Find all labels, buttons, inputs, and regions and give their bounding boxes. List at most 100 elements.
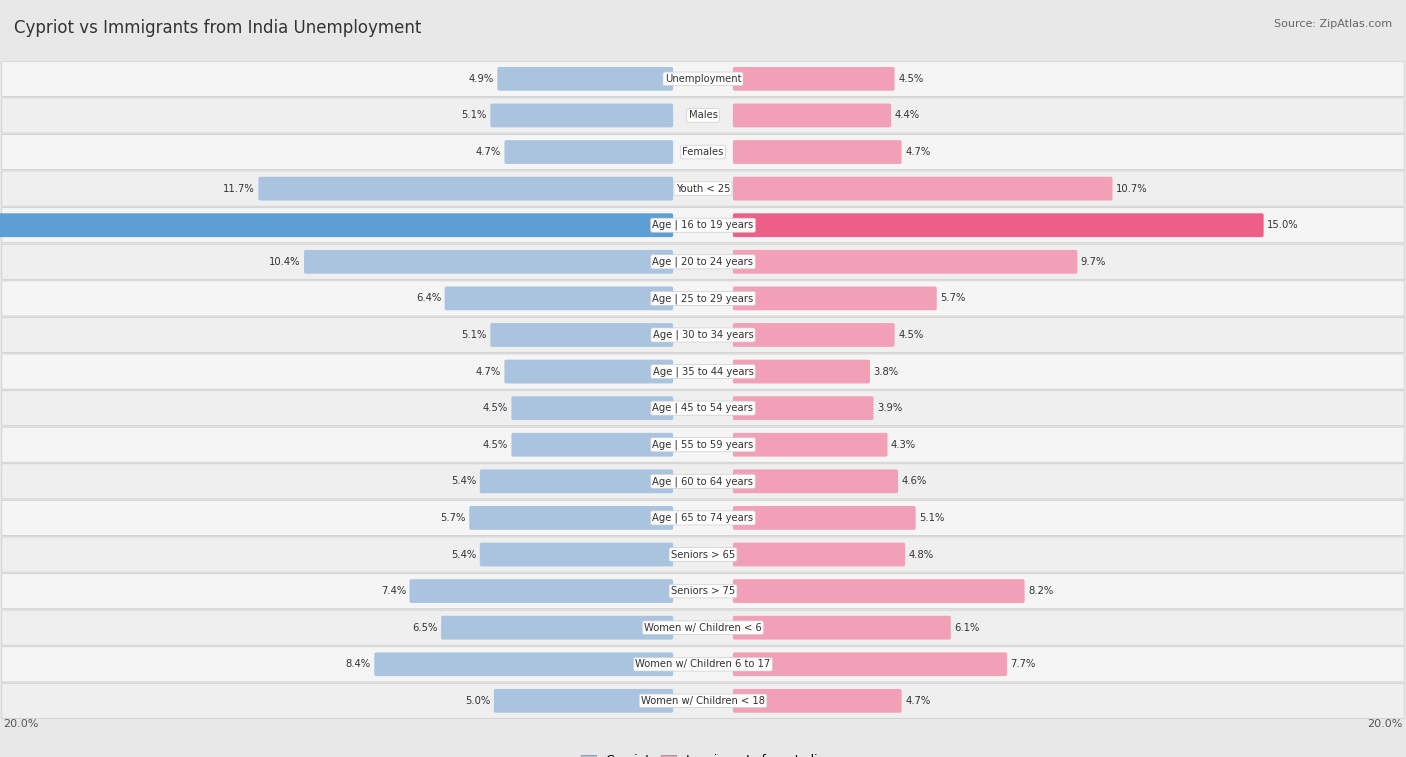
- FancyBboxPatch shape: [1, 391, 1405, 425]
- FancyBboxPatch shape: [498, 67, 673, 91]
- FancyBboxPatch shape: [733, 104, 891, 127]
- Text: Females: Females: [682, 147, 724, 157]
- Text: 4.7%: 4.7%: [475, 366, 501, 376]
- Text: 4.7%: 4.7%: [475, 147, 501, 157]
- Text: Age | 55 to 59 years: Age | 55 to 59 years: [652, 440, 754, 450]
- FancyBboxPatch shape: [491, 323, 673, 347]
- Text: Women w/ Children < 6: Women w/ Children < 6: [644, 623, 762, 633]
- Text: 10.4%: 10.4%: [269, 257, 301, 266]
- FancyBboxPatch shape: [733, 140, 901, 164]
- Text: 20.0%: 20.0%: [1367, 718, 1402, 728]
- Text: 6.1%: 6.1%: [955, 623, 980, 633]
- Text: Youth < 25: Youth < 25: [676, 184, 730, 194]
- FancyBboxPatch shape: [733, 469, 898, 494]
- FancyBboxPatch shape: [494, 689, 673, 713]
- FancyBboxPatch shape: [1, 684, 1405, 718]
- Text: 4.5%: 4.5%: [898, 74, 924, 84]
- Text: 5.4%: 5.4%: [451, 550, 477, 559]
- FancyBboxPatch shape: [733, 67, 894, 91]
- FancyBboxPatch shape: [1, 61, 1405, 96]
- FancyBboxPatch shape: [733, 579, 1025, 603]
- FancyBboxPatch shape: [733, 689, 901, 713]
- FancyBboxPatch shape: [1, 317, 1405, 353]
- Legend: Cypriot, Immigrants from India: Cypriot, Immigrants from India: [575, 749, 831, 757]
- FancyBboxPatch shape: [444, 286, 673, 310]
- Text: Age | 16 to 19 years: Age | 16 to 19 years: [652, 220, 754, 230]
- FancyBboxPatch shape: [505, 140, 673, 164]
- Text: Age | 60 to 64 years: Age | 60 to 64 years: [652, 476, 754, 487]
- Text: 11.7%: 11.7%: [224, 184, 254, 194]
- FancyBboxPatch shape: [304, 250, 673, 274]
- Text: 6.4%: 6.4%: [416, 294, 441, 304]
- Text: Age | 45 to 54 years: Age | 45 to 54 years: [652, 403, 754, 413]
- FancyBboxPatch shape: [512, 433, 673, 456]
- Text: Age | 65 to 74 years: Age | 65 to 74 years: [652, 512, 754, 523]
- Text: Women w/ Children < 18: Women w/ Children < 18: [641, 696, 765, 706]
- Text: 5.7%: 5.7%: [440, 513, 465, 523]
- Text: Cypriot vs Immigrants from India Unemployment: Cypriot vs Immigrants from India Unemplo…: [14, 19, 422, 37]
- FancyBboxPatch shape: [259, 176, 673, 201]
- Text: 4.5%: 4.5%: [482, 403, 508, 413]
- Text: 4.5%: 4.5%: [482, 440, 508, 450]
- FancyBboxPatch shape: [1, 500, 1405, 535]
- Text: 5.4%: 5.4%: [451, 476, 477, 486]
- Text: 4.9%: 4.9%: [468, 74, 494, 84]
- Text: 15.0%: 15.0%: [1267, 220, 1299, 230]
- FancyBboxPatch shape: [733, 323, 894, 347]
- FancyBboxPatch shape: [733, 653, 1007, 676]
- Text: Age | 20 to 24 years: Age | 20 to 24 years: [652, 257, 754, 267]
- Text: 4.5%: 4.5%: [898, 330, 924, 340]
- FancyBboxPatch shape: [1, 610, 1405, 645]
- Text: Source: ZipAtlas.com: Source: ZipAtlas.com: [1274, 19, 1392, 29]
- FancyBboxPatch shape: [733, 360, 870, 384]
- FancyBboxPatch shape: [1, 354, 1405, 389]
- Text: Unemployment: Unemployment: [665, 74, 741, 84]
- FancyBboxPatch shape: [733, 213, 1264, 237]
- Text: Males: Males: [689, 111, 717, 120]
- FancyBboxPatch shape: [374, 653, 673, 676]
- Text: 9.7%: 9.7%: [1081, 257, 1107, 266]
- Text: 7.4%: 7.4%: [381, 586, 406, 596]
- Text: 4.6%: 4.6%: [901, 476, 927, 486]
- FancyBboxPatch shape: [512, 396, 673, 420]
- Text: 5.1%: 5.1%: [920, 513, 945, 523]
- FancyBboxPatch shape: [470, 506, 673, 530]
- Text: 4.3%: 4.3%: [891, 440, 917, 450]
- FancyBboxPatch shape: [733, 543, 905, 566]
- FancyBboxPatch shape: [733, 396, 873, 420]
- FancyBboxPatch shape: [0, 213, 673, 237]
- FancyBboxPatch shape: [733, 250, 1077, 274]
- FancyBboxPatch shape: [505, 360, 673, 384]
- FancyBboxPatch shape: [409, 579, 673, 603]
- FancyBboxPatch shape: [479, 543, 673, 566]
- FancyBboxPatch shape: [1, 537, 1405, 572]
- Text: 7.7%: 7.7%: [1011, 659, 1036, 669]
- Text: Age | 25 to 29 years: Age | 25 to 29 years: [652, 293, 754, 304]
- Text: 3.9%: 3.9%: [877, 403, 903, 413]
- FancyBboxPatch shape: [441, 615, 673, 640]
- Text: Age | 35 to 44 years: Age | 35 to 44 years: [652, 366, 754, 377]
- Text: 5.1%: 5.1%: [461, 330, 486, 340]
- Text: 10.7%: 10.7%: [1116, 184, 1147, 194]
- FancyBboxPatch shape: [733, 433, 887, 456]
- FancyBboxPatch shape: [1, 427, 1405, 463]
- FancyBboxPatch shape: [1, 98, 1405, 133]
- FancyBboxPatch shape: [1, 464, 1405, 499]
- Text: Seniors > 75: Seniors > 75: [671, 586, 735, 596]
- Text: 4.7%: 4.7%: [905, 147, 931, 157]
- Text: 4.4%: 4.4%: [894, 111, 920, 120]
- Text: 5.0%: 5.0%: [465, 696, 491, 706]
- Text: 3.8%: 3.8%: [873, 366, 898, 376]
- FancyBboxPatch shape: [1, 135, 1405, 170]
- FancyBboxPatch shape: [1, 646, 1405, 682]
- Text: Women w/ Children 6 to 17: Women w/ Children 6 to 17: [636, 659, 770, 669]
- Text: 4.8%: 4.8%: [908, 550, 934, 559]
- FancyBboxPatch shape: [733, 506, 915, 530]
- Text: Seniors > 65: Seniors > 65: [671, 550, 735, 559]
- FancyBboxPatch shape: [733, 286, 936, 310]
- Text: 5.1%: 5.1%: [461, 111, 486, 120]
- FancyBboxPatch shape: [1, 171, 1405, 206]
- Text: 4.7%: 4.7%: [905, 696, 931, 706]
- FancyBboxPatch shape: [1, 245, 1405, 279]
- Text: Age | 30 to 34 years: Age | 30 to 34 years: [652, 330, 754, 340]
